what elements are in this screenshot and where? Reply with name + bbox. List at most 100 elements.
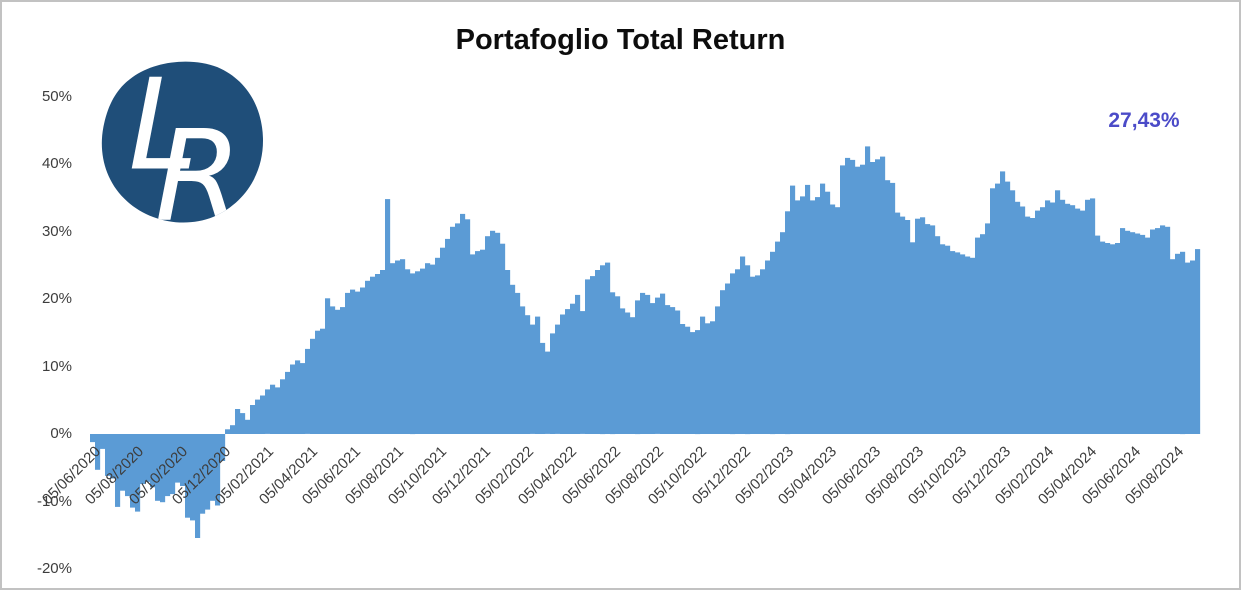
return-bar — [110, 434, 116, 479]
return-bar — [1115, 243, 1121, 434]
return-bar — [395, 260, 401, 434]
return-bar — [765, 260, 771, 434]
return-bar — [540, 342, 546, 434]
return-bar — [205, 434, 211, 510]
return-bar — [230, 425, 236, 434]
return-bar — [750, 276, 756, 434]
return-bar — [790, 185, 796, 434]
return-bar — [1135, 233, 1141, 434]
return-bar — [460, 213, 466, 434]
return-bar — [325, 298, 331, 434]
return-bar — [580, 311, 586, 434]
return-bar — [475, 251, 481, 434]
return-bar — [140, 434, 146, 484]
return-bar — [710, 321, 716, 434]
return-bar — [90, 434, 96, 443]
return-bar — [720, 290, 726, 434]
return-bar — [1170, 259, 1176, 434]
return-bar — [185, 434, 191, 518]
return-bar — [420, 268, 426, 434]
return-bar — [1110, 244, 1116, 434]
return-bar — [115, 434, 121, 507]
return-bar — [1105, 243, 1111, 434]
return-bar — [940, 244, 946, 434]
return-bar — [905, 220, 911, 434]
return-bar — [535, 316, 541, 434]
return-bar — [255, 399, 261, 434]
return-bar — [795, 200, 801, 434]
return-bar — [1180, 251, 1186, 435]
return-bar — [735, 269, 741, 434]
return-bar — [930, 225, 936, 434]
return-bar — [1025, 216, 1031, 434]
return-bar — [760, 269, 766, 434]
return-bar — [830, 204, 836, 434]
return-bar — [690, 332, 696, 434]
return-bar — [180, 434, 186, 486]
return-bar — [200, 434, 206, 514]
return-bar — [215, 434, 221, 506]
return-bar — [530, 324, 536, 434]
return-bar — [1070, 205, 1076, 434]
return-bar — [805, 184, 811, 434]
return-bar — [515, 292, 521, 434]
return-bar — [470, 254, 476, 434]
return-bar — [910, 242, 916, 434]
return-bar — [820, 183, 826, 434]
return-bar — [440, 247, 446, 434]
return-bar — [745, 265, 751, 435]
return-bar — [955, 252, 961, 434]
return-bar — [970, 257, 976, 434]
chart-title: Portafoglio Total Return — [455, 24, 786, 56]
return-bar — [235, 409, 241, 434]
return-bar — [1085, 199, 1091, 434]
return-bar — [1195, 249, 1201, 434]
return-bar — [265, 389, 271, 434]
return-bar — [1165, 226, 1171, 434]
return-bar — [485, 236, 491, 434]
return-bar — [510, 284, 516, 434]
return-bar — [155, 434, 161, 501]
lr-logo: L R — [98, 57, 266, 225]
lr-logo-letter-l: L — [128, 57, 198, 198]
y-axis-tick-label: 20% — [41, 290, 72, 307]
return-bar — [1035, 210, 1041, 434]
lr-logo-letter-r: R — [155, 104, 242, 225]
return-bar — [390, 263, 396, 434]
return-bar — [800, 196, 806, 434]
return-bar — [335, 309, 341, 434]
return-bar — [880, 156, 886, 434]
return-bar — [225, 429, 231, 434]
return-bar — [865, 146, 871, 434]
return-bar — [545, 351, 551, 434]
y-axis-tick-label: 0% — [50, 425, 72, 442]
return-bar — [660, 293, 666, 434]
return-bar — [1095, 235, 1101, 434]
return-bar — [415, 271, 421, 434]
return-bar — [370, 276, 376, 434]
return-bar — [340, 307, 346, 434]
return-bar — [850, 159, 856, 434]
return-bar — [220, 434, 226, 461]
return-bar — [245, 419, 251, 434]
return-bar — [1150, 229, 1156, 434]
return-bar — [100, 434, 106, 449]
return-bar — [260, 395, 266, 434]
return-bar — [1130, 232, 1136, 434]
y-axis-tick-label: -20% — [36, 560, 72, 577]
return-bar — [465, 219, 471, 434]
return-bar — [715, 306, 721, 434]
return-bar — [345, 292, 351, 434]
return-bar — [295, 360, 301, 434]
return-bar — [815, 197, 821, 434]
return-bar — [1010, 190, 1016, 434]
return-bar — [860, 164, 866, 434]
return-bar — [895, 212, 901, 434]
return-bar — [945, 245, 951, 434]
return-bar — [810, 200, 816, 434]
return-bar — [590, 276, 596, 434]
return-bar — [160, 434, 166, 503]
return-bar — [165, 434, 171, 497]
return-bar — [105, 434, 111, 476]
